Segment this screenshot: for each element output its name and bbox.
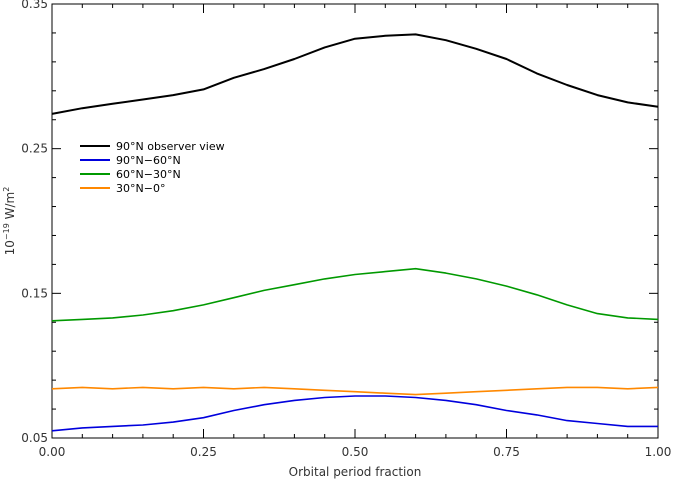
- y-axis-label-exponent: −19: [2, 223, 11, 240]
- legend: 90°N observer view90°N−60°N60°N−30°N30°N…: [80, 140, 225, 195]
- x-axis-label: Orbital period fraction: [289, 465, 422, 479]
- y-tick-label: 0.35: [21, 0, 48, 11]
- x-tick-label: 0.75: [493, 445, 520, 459]
- y-axis-label-unit-exponent: 2: [2, 187, 11, 192]
- legend-entry-label: 60°N−30°N: [116, 168, 181, 181]
- x-tick-label: 1.00: [645, 445, 672, 459]
- y-axis-label: 10−19 W/m2: [2, 187, 17, 256]
- x-tick-label: 0.50: [342, 445, 369, 459]
- y-tick-label: 0.05: [21, 431, 48, 445]
- legend-entry-label: 90°N−60°N: [116, 154, 181, 167]
- plot-frame: [51, 3, 659, 439]
- series-line: [51, 267, 659, 322]
- series-line: [51, 386, 659, 396]
- series-line: [51, 33, 659, 115]
- tick-labels: 0.00 0.25 0.50 0.75 1.00 0.05 0.15 0.25 0.35: [21, 0, 671, 459]
- legend-entry-label: 30°N−0°: [116, 182, 165, 195]
- y-tick-label: 0.15: [21, 286, 48, 300]
- y-tick-label: 0.25: [21, 142, 48, 156]
- y-axis-label-unit: W/m: [3, 192, 17, 223]
- y-axis-label-base: 10: [3, 240, 17, 255]
- x-tick-label: 0.25: [190, 445, 217, 459]
- x-tick-label: 0.00: [39, 445, 66, 459]
- data-series: [51, 33, 659, 432]
- legend-entry-label: 90°N observer view: [116, 140, 225, 153]
- axis-ticks: [51, 3, 659, 439]
- series-line: [51, 395, 658, 432]
